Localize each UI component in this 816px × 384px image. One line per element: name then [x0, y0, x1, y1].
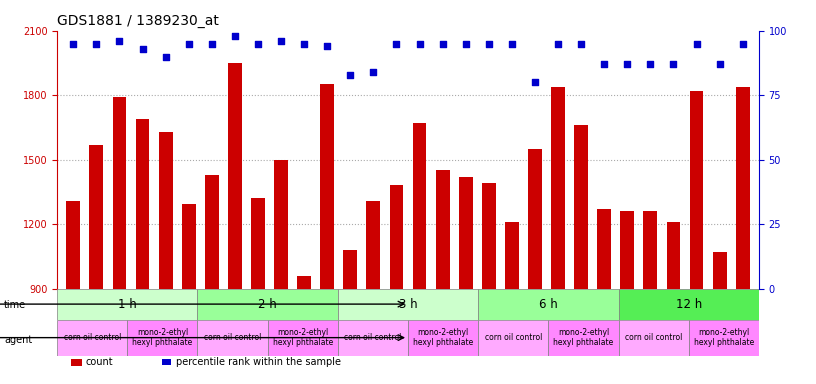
- Text: percentile rank within the sample: percentile rank within the sample: [176, 357, 341, 367]
- Point: [552, 41, 565, 47]
- Bar: [528, 149, 542, 289]
- Bar: [251, 199, 265, 289]
- Point: [482, 41, 495, 47]
- Text: 6 h: 6 h: [539, 298, 557, 311]
- Text: 3 h: 3 h: [399, 298, 417, 311]
- FancyBboxPatch shape: [408, 319, 478, 356]
- Text: mono-2-ethyl
hexyl phthalate: mono-2-ethyl hexyl phthalate: [273, 328, 333, 348]
- Bar: [736, 87, 750, 289]
- Point: [390, 41, 403, 47]
- Bar: [459, 177, 472, 289]
- Point: [713, 61, 726, 67]
- Point: [251, 41, 264, 47]
- Bar: [135, 119, 149, 289]
- Text: mono-2-ethyl
hexyl phthalate: mono-2-ethyl hexyl phthalate: [694, 328, 754, 348]
- Point: [298, 41, 311, 47]
- Text: mono-2-ethyl
hexyl phthalate: mono-2-ethyl hexyl phthalate: [132, 328, 193, 348]
- Point: [90, 41, 103, 47]
- Point: [529, 79, 542, 85]
- Text: corn oil control: corn oil control: [204, 333, 261, 342]
- FancyBboxPatch shape: [57, 289, 197, 319]
- FancyBboxPatch shape: [689, 319, 759, 356]
- Bar: [366, 200, 380, 289]
- Point: [274, 38, 287, 44]
- Bar: [297, 276, 311, 289]
- Text: GDS1881 / 1389230_at: GDS1881 / 1389230_at: [57, 14, 219, 28]
- Text: count: count: [85, 357, 113, 367]
- Point: [505, 41, 518, 47]
- Bar: [162, 359, 171, 365]
- Text: mono-2-ethyl
hexyl phthalate: mono-2-ethyl hexyl phthalate: [413, 328, 473, 348]
- Bar: [482, 183, 496, 289]
- Point: [436, 41, 449, 47]
- Point: [413, 41, 426, 47]
- Bar: [574, 125, 588, 289]
- Bar: [344, 250, 357, 289]
- Text: corn oil control: corn oil control: [625, 333, 682, 342]
- Point: [367, 69, 380, 75]
- FancyBboxPatch shape: [268, 319, 338, 356]
- Text: 1 h: 1 h: [118, 298, 136, 311]
- Bar: [66, 200, 80, 289]
- Bar: [667, 222, 681, 289]
- Point: [667, 61, 680, 67]
- Point: [621, 61, 634, 67]
- Point: [459, 41, 472, 47]
- FancyBboxPatch shape: [127, 319, 197, 356]
- FancyBboxPatch shape: [338, 289, 478, 319]
- Point: [182, 41, 195, 47]
- FancyBboxPatch shape: [548, 319, 619, 356]
- Bar: [158, 132, 172, 289]
- Bar: [690, 91, 703, 289]
- FancyBboxPatch shape: [197, 319, 268, 356]
- Point: [206, 41, 219, 47]
- Bar: [320, 84, 334, 289]
- Point: [344, 71, 357, 78]
- FancyBboxPatch shape: [478, 289, 619, 319]
- FancyBboxPatch shape: [197, 289, 338, 319]
- Point: [690, 41, 703, 47]
- Bar: [71, 359, 82, 366]
- Bar: [413, 123, 427, 289]
- Bar: [113, 98, 126, 289]
- Bar: [505, 222, 519, 289]
- Point: [228, 33, 242, 39]
- FancyBboxPatch shape: [338, 319, 408, 356]
- Point: [136, 46, 149, 52]
- FancyBboxPatch shape: [619, 289, 759, 319]
- Bar: [620, 211, 634, 289]
- Bar: [205, 175, 219, 289]
- Bar: [182, 204, 196, 289]
- Bar: [274, 160, 288, 289]
- FancyBboxPatch shape: [619, 319, 689, 356]
- Text: 12 h: 12 h: [676, 298, 702, 311]
- Text: mono-2-ethyl
hexyl phthalate: mono-2-ethyl hexyl phthalate: [553, 328, 614, 348]
- FancyBboxPatch shape: [478, 319, 548, 356]
- Point: [736, 41, 749, 47]
- Bar: [712, 252, 726, 289]
- Text: agent: agent: [4, 335, 33, 345]
- Text: corn oil control: corn oil control: [64, 333, 121, 342]
- Bar: [90, 145, 104, 289]
- Bar: [228, 63, 242, 289]
- Bar: [597, 209, 611, 289]
- FancyBboxPatch shape: [57, 319, 127, 356]
- Text: corn oil control: corn oil control: [485, 333, 542, 342]
- Bar: [436, 170, 450, 289]
- Bar: [644, 211, 658, 289]
- Point: [113, 38, 126, 44]
- Point: [644, 61, 657, 67]
- Bar: [389, 185, 403, 289]
- Point: [159, 53, 172, 60]
- Point: [67, 41, 80, 47]
- Point: [574, 41, 588, 47]
- Bar: [551, 87, 565, 289]
- Point: [321, 43, 334, 49]
- Text: corn oil control: corn oil control: [344, 333, 401, 342]
- Text: time: time: [4, 300, 26, 310]
- Point: [597, 61, 610, 67]
- Text: 2 h: 2 h: [259, 298, 277, 311]
